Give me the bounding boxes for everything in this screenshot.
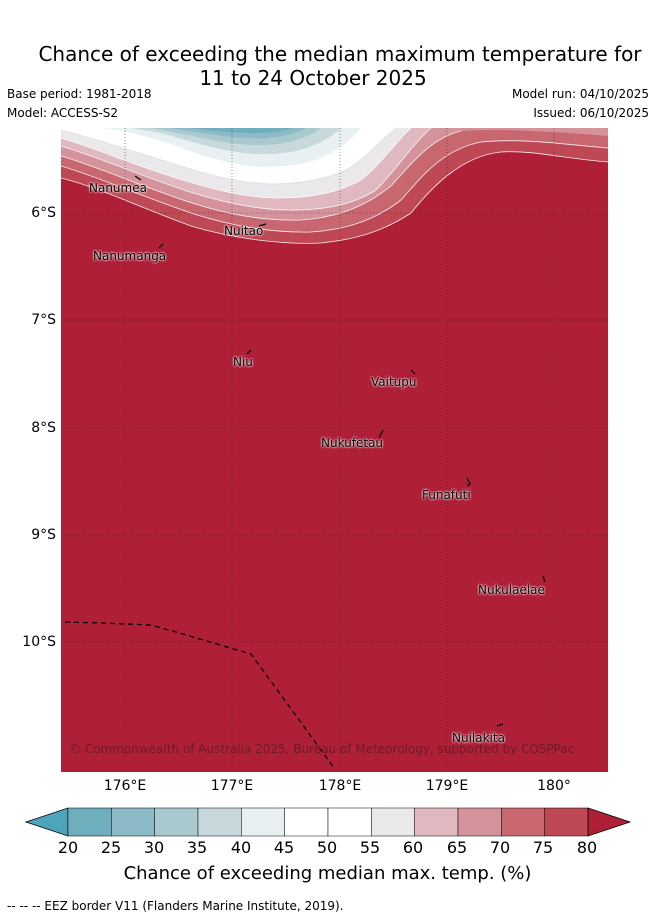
island-label: Nuitao <box>224 224 264 238</box>
colorbar-tick: 55 <box>359 838 381 857</box>
island-label: Nukufetau <box>321 436 384 450</box>
colorbar-tick: 20 <box>57 838 79 857</box>
island-label: Nanumanga <box>93 249 167 263</box>
island-label: Niu <box>233 355 253 369</box>
contour-25 <box>191 128 293 133</box>
colorbar-segment <box>111 807 155 837</box>
island-label: Nukulaelae <box>478 583 545 597</box>
colorbar-tick: 40 <box>230 838 252 857</box>
eez-legend-footer: -- -- -- EEZ border V11 (Flanders Marine… <box>7 899 344 913</box>
colorbar-label: Chance of exceeding median max. temp. (%… <box>123 863 532 884</box>
colorbar-tick: 60 <box>402 838 424 857</box>
colorbar-segment <box>197 807 242 837</box>
colorbar-tick: 50 <box>316 838 338 857</box>
colorbar-tick: 25 <box>100 838 122 857</box>
x-tick-label: 177°E <box>210 778 254 794</box>
base-period: Base period: 1981-2018 <box>7 87 152 101</box>
copyright-notice: © Commonwealth of Australia 2025, Bureau… <box>69 742 575 756</box>
colorbar-tick: 80 <box>576 838 598 857</box>
island-label: Funafuti <box>422 488 471 502</box>
y-tick-label: 6°S <box>31 205 56 221</box>
colorbar-tick: 35 <box>186 838 208 857</box>
model-run: Model run: 04/10/2025 <box>511 87 649 101</box>
x-tick-label: 178°E <box>318 778 362 794</box>
y-tick-label: 9°S <box>31 527 56 543</box>
colorbar-segment <box>544 807 589 837</box>
colorbar-segment <box>457 807 502 837</box>
colorbar-extend-low <box>24 807 69 837</box>
colorbar-tick: 75 <box>532 838 554 857</box>
colorbar-segment <box>414 807 459 837</box>
island-label: Nuilakita <box>452 731 505 745</box>
forecast-map <box>61 128 608 772</box>
model-name: Model: ACCESS-S2 <box>7 106 119 120</box>
x-tick-label: 179°E <box>425 778 469 794</box>
colorbar-tick: 45 <box>273 838 295 857</box>
y-tick-label: 8°S <box>31 420 56 436</box>
colorbar-segment <box>327 807 372 837</box>
x-tick-label: 180° <box>537 778 571 794</box>
colorbar-tick: 70 <box>489 838 511 857</box>
colorbar-segment <box>284 807 329 837</box>
island-label: Vaitupu <box>371 375 417 389</box>
colorbar-segment <box>371 807 415 837</box>
colorbar-extend-high <box>587 807 632 837</box>
y-tick-label: 7°S <box>31 312 56 328</box>
colorbar-tick: 65 <box>446 838 468 857</box>
colorbar <box>24 807 632 837</box>
colorbar-segment <box>67 807 112 837</box>
chart-title-line2: 11 to 24 October 2025 <box>199 66 427 90</box>
colorbar-segment <box>241 807 285 837</box>
island-label: Nanumea <box>89 181 147 195</box>
y-tick-label: 10°S <box>22 634 56 650</box>
x-tick-label: 176°E <box>103 778 147 794</box>
island-coastlines <box>134 175 546 727</box>
colorbar-segment <box>501 807 545 837</box>
colorbar-tick: 30 <box>143 838 165 857</box>
colorbar-segment <box>154 807 199 837</box>
eez-border <box>64 621 335 769</box>
chart-title-line1: Chance of exceeding the median maximum t… <box>38 42 642 66</box>
issued-date: Issued: 06/10/2025 <box>533 106 649 120</box>
gridlines <box>61 128 608 772</box>
